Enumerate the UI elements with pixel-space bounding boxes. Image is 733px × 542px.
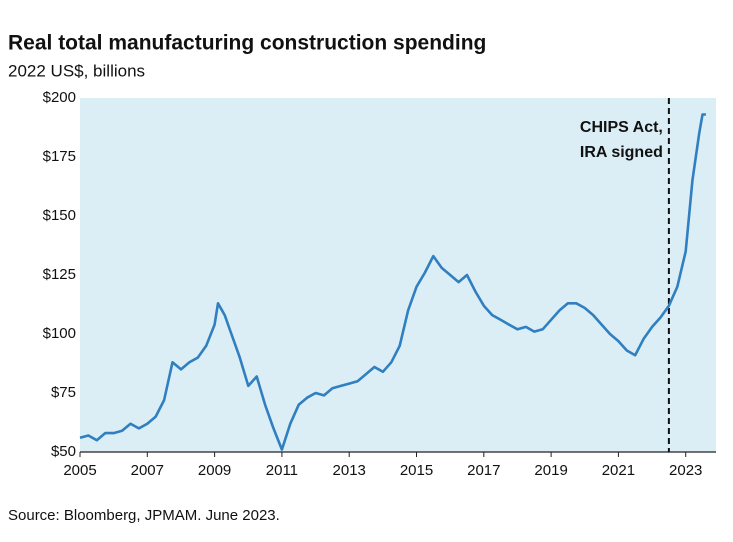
y-tick-label: $50 (51, 443, 76, 460)
x-tick-label: 2009 (198, 462, 231, 479)
y-tick-label: $150 (43, 207, 76, 224)
annotation-text: CHIPS Act, (580, 119, 663, 136)
x-tick-label: 2017 (467, 462, 500, 479)
x-tick-label: 2019 (534, 462, 567, 479)
x-tick-label: 2021 (602, 462, 635, 479)
chart-title: Real total manufacturing construction sp… (8, 32, 486, 55)
annotation-text: IRA signed (580, 144, 663, 161)
x-tick-label: 2023 (669, 462, 702, 479)
x-tick-label: 2015 (400, 462, 433, 479)
source-note: Source: Bloomberg, JPMAM. June 2023. (8, 507, 280, 524)
y-tick-label: $100 (43, 325, 76, 342)
chart-subtitle: 2022 US$, billions (8, 61, 145, 80)
y-tick-label: $175 (43, 148, 76, 165)
y-tick-label: $200 (43, 89, 76, 106)
plot-area (80, 98, 716, 452)
y-tick-label: $125 (43, 266, 76, 283)
y-tick-label: $75 (51, 384, 76, 401)
x-tick-label: 2013 (333, 462, 366, 479)
x-tick-label: 2007 (131, 462, 164, 479)
x-tick-label: 2011 (266, 462, 298, 479)
data-line (79, 113, 706, 451)
x-tick-label: 2005 (63, 462, 96, 479)
